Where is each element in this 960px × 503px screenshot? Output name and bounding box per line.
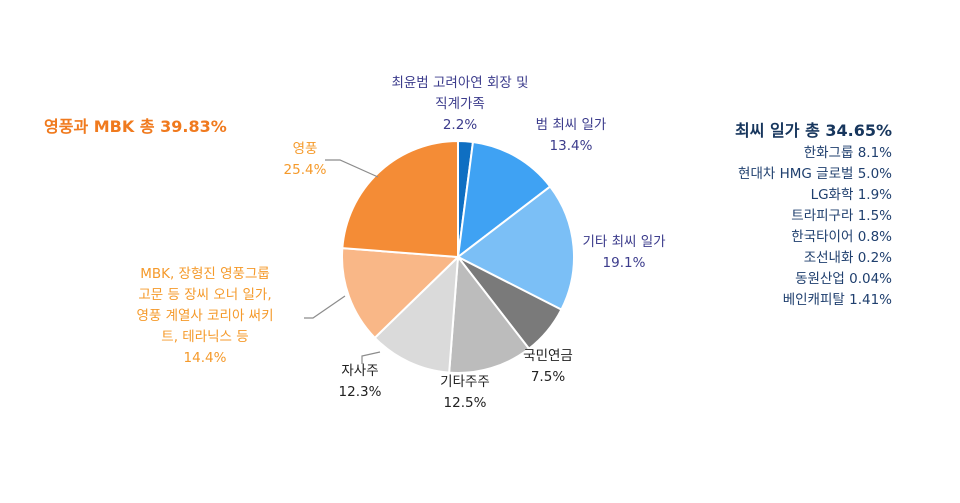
breakdown-item: 현대차 HMG 글로벌 5.0% <box>738 166 892 182</box>
pie-slice <box>373 256 459 374</box>
breakdown-item: 베인캐피탈 1.41% <box>782 292 892 308</box>
label-mbk-line1: MBK, 장형진 영풍그룹 <box>140 266 270 282</box>
label-youngpoong-value: 25.4% <box>283 162 327 178</box>
label-choi-direct-line1: 최윤범 고려아연 회장 및 <box>391 75 529 91</box>
label-nps-name: 국민연금 <box>523 348 573 364</box>
label-mbk-line3: 영풍 계열사 코리아 써키 <box>136 308 274 324</box>
label-choi-broad-name: 범 최씨 일가 <box>535 117 607 133</box>
pie-slice <box>341 247 459 339</box>
label-nps: 국민연금 7.5% <box>508 346 588 388</box>
breakdown-item: 트라피구라 1.5% <box>791 208 892 224</box>
choi-family-total: 최씨 일가 총 34.65% <box>735 121 892 140</box>
pie-slice <box>448 256 531 374</box>
label-mbk-line4: 트, 테라닉스 등 <box>161 329 249 345</box>
label-choi-broad-value: 13.4% <box>549 138 593 154</box>
label-mbk-line2: 고문 등 장씨 오너 일가, <box>138 287 272 303</box>
label-youngpoong-name: 영풍 <box>292 141 318 157</box>
pie-slice <box>341 140 459 258</box>
pie-slice <box>457 185 575 311</box>
label-choi-other: 기타 최씨 일가 19.1% <box>569 232 679 274</box>
pie-slice <box>457 140 552 258</box>
label-youngpoong: 영풍 25.4% <box>275 139 335 181</box>
breakdown-item: 한국타이어 0.8% <box>791 229 892 245</box>
leader-line-mbk <box>304 295 346 319</box>
label-treasury: 자사주 12.3% <box>325 361 395 403</box>
breakdown-item: 조선내화 0.2% <box>803 250 892 266</box>
label-mbk-value: 14.4% <box>183 350 227 366</box>
label-treasury-value: 12.3% <box>338 384 382 400</box>
leader-line-treasury <box>361 351 381 364</box>
leader-line-youngpoong <box>325 159 379 178</box>
label-choi-other-value: 19.1% <box>602 255 646 271</box>
label-other-holders-value: 12.5% <box>443 395 487 411</box>
label-choi-broad: 범 최씨 일가 13.4% <box>516 115 626 157</box>
label-treasury-name: 자사주 <box>341 363 379 379</box>
label-nps-value: 7.5% <box>530 369 566 385</box>
label-mbk: MBK, 장형진 영풍그룹 고문 등 장씨 오너 일가, 영풍 계열사 코리아 … <box>115 264 295 369</box>
label-choi-other-name: 기타 최씨 일가 <box>582 234 666 250</box>
label-other-holders-name: 기타주주 <box>440 374 490 390</box>
label-other-holders: 기타주주 12.5% <box>425 372 505 414</box>
label-choi-direct-line2: 직계가족 <box>435 96 485 112</box>
breakdown-item: LG화학 1.9% <box>810 187 892 203</box>
label-choi-direct: 최윤범 고려아연 회장 및 직계가족 2.2% <box>360 73 560 136</box>
breakdown-item: 한화그룹 8.1% <box>803 145 892 161</box>
choi-family-breakdown: 최씨 일가 총 34.65% 한화그룹 8.1% 현대차 HMG 글로벌 5.0… <box>735 119 892 311</box>
label-choi-direct-value: 2.2% <box>442 117 478 133</box>
youngpoong-mbk-total: 영풍과 MBK 총 39.83% <box>44 117 227 136</box>
breakdown-item: 동원산업 0.04% <box>795 271 892 287</box>
